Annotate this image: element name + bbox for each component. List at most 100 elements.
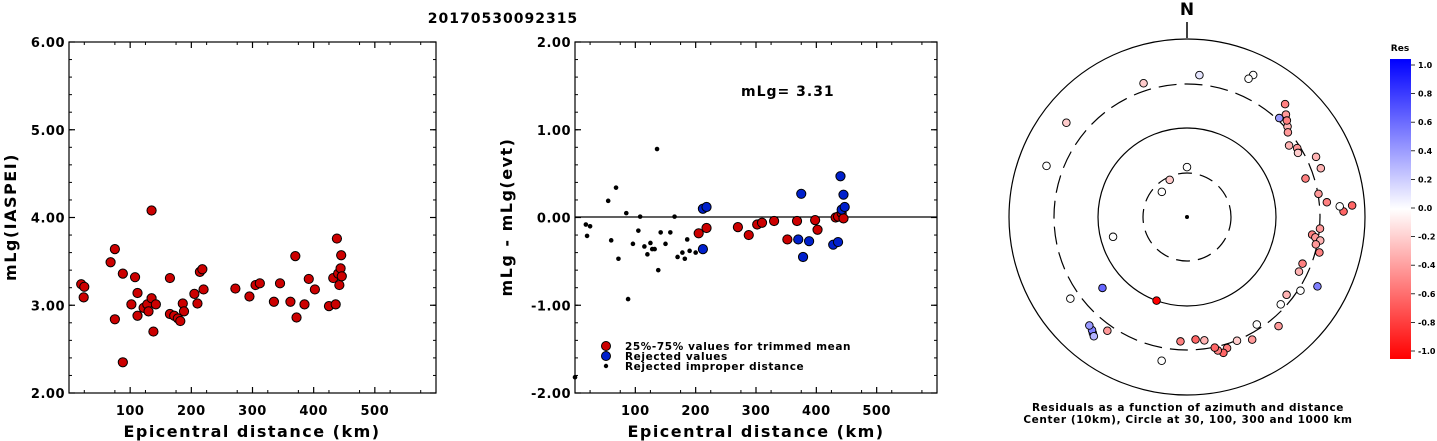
mid-data-point — [791, 215, 803, 227]
mid-x-tick-label: 200 — [681, 404, 710, 419]
polar-data-point — [1195, 70, 1204, 80]
mid-y-tick-label: 0.00 — [537, 212, 571, 227]
polar-data-point — [1311, 240, 1321, 249]
colorbar-tick-label: 0.0 — [1418, 204, 1433, 213]
middle-points — [572, 146, 850, 380]
left-x-tick-label: 300 — [238, 404, 267, 419]
left-x-tick-label: 100 — [116, 404, 145, 419]
middle-magnitude-annotation: mLg= 3.31 — [741, 84, 835, 100]
polar-data-point — [1108, 232, 1118, 242]
polar-data-point — [1275, 113, 1284, 123]
polar-center — [1185, 215, 1189, 219]
left-data-point — [109, 314, 120, 325]
polar-data-point — [1157, 356, 1166, 365]
polar-data-point — [1066, 294, 1075, 303]
polar-data-point — [1280, 99, 1290, 109]
mid-data-point — [668, 230, 673, 235]
left-data-point — [132, 287, 143, 299]
colorbar-tick-label: 0.6 — [1418, 118, 1433, 127]
mid-data-point — [793, 234, 804, 245]
mid-data-point — [838, 213, 849, 224]
polar-data-point — [1322, 198, 1332, 207]
polar-circle-1000km — [1008, 38, 1366, 396]
left-y-axis-label: mLg(IASPEI) — [1, 153, 20, 281]
left-data-point — [79, 281, 90, 292]
mid-data-point — [625, 296, 631, 302]
left-data-point — [109, 243, 120, 255]
left-y-tick-label: 6.00 — [31, 36, 65, 51]
legend-marker-improper — [603, 363, 609, 369]
polar-data-point — [1315, 248, 1324, 257]
mid-y-tick-label: 2.00 — [537, 36, 571, 51]
polar-data-point — [1247, 335, 1257, 344]
middle-ticks: 100 200 300 400 500 -2.00 -1.00 0.00 1.00 2.00 — [531, 36, 937, 419]
left-panel: 100 200 300 400 500 2.00 3.00 4.00 5.00 6.00 mLg(… — [1, 36, 437, 441]
left-plot-frame — [68, 41, 437, 394]
polar-data-point — [1274, 321, 1283, 331]
left-data-point — [291, 312, 302, 323]
mid-data-point — [693, 250, 698, 255]
left-y-tick-label: 5.00 — [31, 124, 65, 139]
polar-data-point — [1062, 118, 1071, 128]
mid-data-point — [608, 238, 614, 243]
mid-y-tick-label: 1.00 — [537, 124, 571, 139]
left-y-tick-label: 3.00 — [31, 299, 65, 314]
polar-data-point — [1165, 175, 1174, 185]
polar-data-point — [1314, 189, 1323, 199]
polar-data-point — [1191, 335, 1200, 344]
left-data-point — [178, 306, 190, 317]
left-data-point — [274, 278, 286, 289]
left-data-point — [334, 279, 345, 291]
mid-data-point — [835, 171, 846, 182]
colorbar: Res 1.0 0.8 0.6 0.4 0.2 0.0 -0.2 -0.4 -0.6 -0.8 -1… — [1390, 44, 1436, 359]
mid-data-point — [732, 222, 744, 233]
polar-data-point — [1103, 326, 1112, 335]
middle-y-axis-label: mLg - mLg(evt) — [497, 138, 516, 297]
left-data-point — [148, 326, 159, 337]
polar-circle-100km — [1097, 127, 1277, 307]
polar-data-point — [1335, 202, 1344, 211]
mid-data-point — [584, 233, 590, 239]
polar-points — [1042, 70, 1357, 365]
mid-data-point — [697, 243, 709, 255]
left-data-point — [126, 299, 137, 310]
mid-data-point — [623, 210, 629, 216]
mid-data-point — [645, 252, 650, 257]
left-data-point — [230, 283, 241, 294]
colorbar-tick-label: -0.2 — [1418, 233, 1436, 242]
polar-data-point — [1152, 296, 1161, 305]
left-data-point — [303, 273, 314, 285]
mid-data-point — [655, 267, 661, 273]
polar-data-point — [1085, 321, 1094, 330]
polar-data-point — [1176, 337, 1185, 346]
left-data-point — [331, 233, 343, 244]
left-data-point — [336, 250, 347, 261]
left-data-point — [192, 298, 203, 309]
polar-data-point — [1294, 267, 1304, 276]
mid-data-point — [637, 214, 643, 219]
left-y-tick-label: 4.00 — [31, 212, 65, 227]
polar-data-point — [1157, 187, 1167, 197]
mid-data-point — [832, 236, 844, 248]
polar-data-point — [1200, 336, 1209, 345]
mid-x-tick-label: 100 — [621, 404, 650, 419]
polar-data-point — [1315, 224, 1325, 233]
left-ticks: 100 200 300 400 500 2.00 3.00 4.00 5.00 6.00 — [31, 36, 436, 419]
left-data-point — [244, 291, 255, 302]
mid-data-point — [605, 198, 611, 204]
polar-circle-300km — [1053, 83, 1321, 351]
mid-data-point — [810, 215, 821, 226]
colorbar-tick-label: -0.6 — [1418, 290, 1436, 299]
left-data-point — [143, 306, 154, 317]
left-data-point — [117, 357, 128, 368]
legend-marker-trimmed — [601, 341, 611, 351]
polar-data-point — [1089, 331, 1099, 341]
polar-data-point — [1347, 201, 1357, 210]
colorbar-tick-label: -1.0 — [1418, 347, 1436, 356]
mid-data-point — [693, 228, 704, 239]
left-data-point — [254, 278, 265, 289]
left-data-point — [146, 205, 157, 216]
mid-data-point — [672, 214, 677, 219]
left-data-point — [105, 257, 116, 268]
